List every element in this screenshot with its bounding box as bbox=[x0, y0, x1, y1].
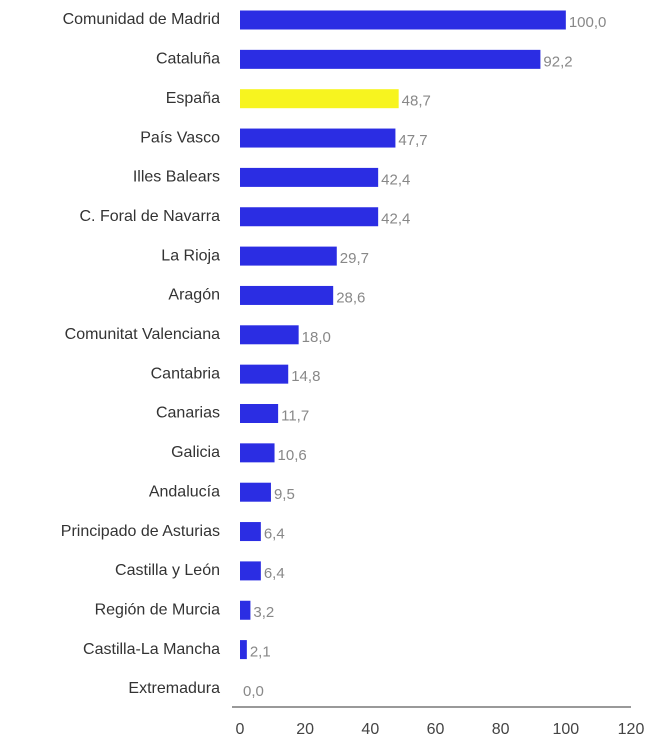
value-label: 48,7 bbox=[402, 93, 431, 110]
category-label: Castilla-La Mancha bbox=[83, 641, 220, 658]
category-label: Cantabria bbox=[151, 365, 220, 382]
value-label: 2,1 bbox=[250, 644, 271, 661]
category-label: Aragón bbox=[168, 287, 220, 304]
category-label: España bbox=[166, 90, 220, 107]
value-label: 14,8 bbox=[291, 368, 320, 385]
bar bbox=[240, 49, 541, 69]
value-label: 47,7 bbox=[398, 132, 427, 149]
value-label: 3,2 bbox=[253, 604, 274, 621]
bar bbox=[240, 482, 271, 502]
category-label: País Vasco bbox=[140, 129, 220, 146]
bar bbox=[240, 561, 261, 581]
bar bbox=[240, 600, 251, 620]
category-label: La Rioja bbox=[161, 247, 220, 264]
category-label: Región de Murcia bbox=[95, 601, 221, 618]
category-label: Canarias bbox=[156, 405, 220, 422]
value-label: 18,0 bbox=[302, 329, 331, 346]
category-label: Castilla y León bbox=[115, 562, 220, 579]
x-tick-label: 60 bbox=[427, 721, 445, 738]
value-label: 92,2 bbox=[543, 53, 572, 70]
value-label: 29,7 bbox=[340, 250, 369, 267]
category-label: Andalucía bbox=[149, 483, 220, 500]
bar bbox=[240, 364, 289, 384]
value-label: 6,4 bbox=[264, 526, 285, 543]
value-label: 42,4 bbox=[381, 211, 410, 228]
x-tick-label: 100 bbox=[552, 721, 579, 738]
category-label: C. Foral de Navarra bbox=[80, 208, 221, 225]
value-label: 10,6 bbox=[278, 447, 307, 464]
x-tick-label: 0 bbox=[236, 721, 245, 738]
category-label: Principado de Asturias bbox=[61, 523, 220, 540]
value-label: 9,5 bbox=[274, 486, 295, 503]
category-label: Comunidad de Madrid bbox=[63, 11, 220, 28]
value-label: 28,6 bbox=[336, 289, 365, 306]
bar bbox=[240, 10, 566, 30]
bar bbox=[240, 522, 261, 542]
category-label: Extremadura bbox=[128, 680, 220, 697]
bar bbox=[240, 443, 275, 463]
bar bbox=[240, 246, 337, 266]
bar bbox=[240, 640, 247, 660]
bar bbox=[240, 128, 396, 148]
bar bbox=[240, 167, 379, 187]
bar bbox=[240, 207, 379, 227]
bar bbox=[240, 285, 334, 305]
value-label: 42,4 bbox=[381, 171, 410, 188]
bar bbox=[240, 325, 299, 345]
bar bbox=[240, 404, 279, 423]
value-label: 11,7 bbox=[281, 407, 309, 424]
category-label: Galicia bbox=[171, 444, 220, 461]
x-tick-label: 80 bbox=[492, 721, 510, 738]
category-label: Illes Balears bbox=[133, 169, 220, 186]
value-label: 0,0 bbox=[243, 683, 264, 700]
x-tick-label: 120 bbox=[618, 721, 645, 738]
x-tick-label: 40 bbox=[361, 721, 379, 738]
category-label: Cataluña bbox=[156, 51, 220, 68]
value-label: 100,0 bbox=[569, 14, 607, 31]
category-label: Comunitat Valenciana bbox=[65, 326, 220, 343]
bar bbox=[240, 89, 399, 109]
value-label: 6,4 bbox=[264, 565, 285, 582]
x-tick-label: 20 bbox=[296, 721, 314, 738]
